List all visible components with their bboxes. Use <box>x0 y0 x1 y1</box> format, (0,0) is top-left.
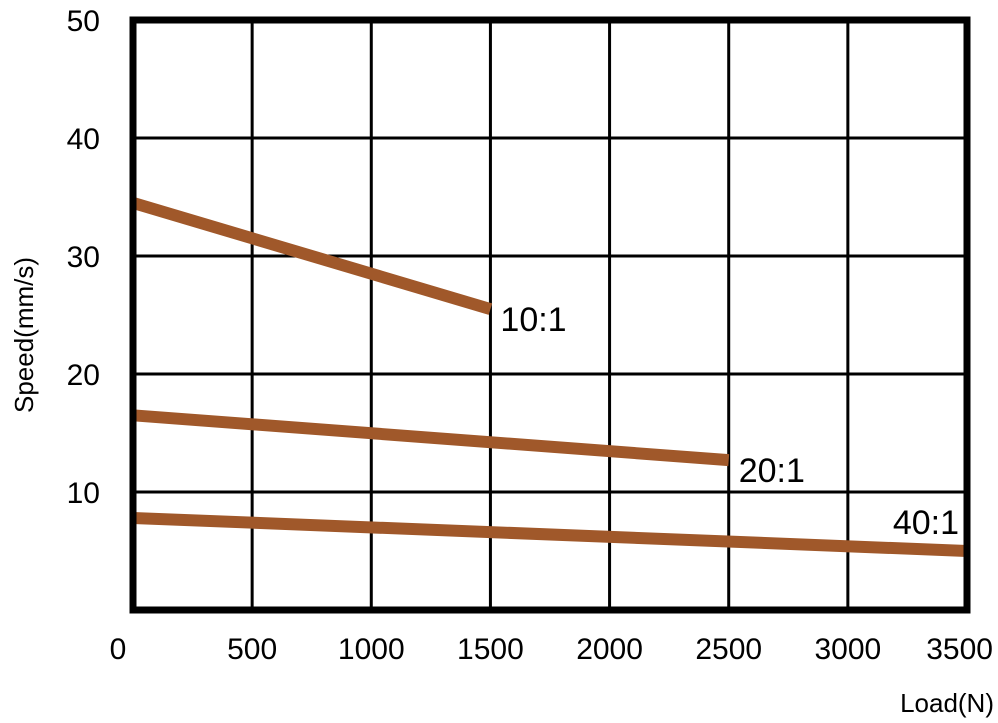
x-tick-labels: 0 500 1000 1500 2000 2500 3000 3500 <box>110 633 993 666</box>
x-tick-label: 1000 <box>338 633 405 666</box>
series-label: 40:1 <box>893 504 959 542</box>
series-label: 10:1 <box>500 301 566 339</box>
x-axis-title: Load(N) <box>900 688 994 718</box>
y-tick-label: 40 <box>67 123 100 156</box>
series-line <box>132 409 730 467</box>
series-line <box>131 197 493 315</box>
series-line <box>132 511 968 557</box>
x-tick-label: 500 <box>227 633 277 666</box>
y-axis-title: Speed(mm/s) <box>9 257 39 413</box>
x-tick-label: 3000 <box>814 633 881 666</box>
y-tick-labels: 10 20 30 40 50 <box>67 5 100 510</box>
plot-frame <box>129 16 971 614</box>
x-tick-label: 2000 <box>576 633 643 666</box>
x-tick-label: 3500 <box>926 633 993 666</box>
y-tick-label: 10 <box>67 477 100 510</box>
grid <box>133 20 967 610</box>
y-tick-label: 20 <box>67 359 100 392</box>
series-lines <box>131 197 968 557</box>
x-tick-label: 2500 <box>695 633 762 666</box>
series-labels: 10:1 20:1 40:1 <box>500 301 959 542</box>
series-label: 20:1 <box>739 452 805 490</box>
y-tick-label: 50 <box>67 5 100 38</box>
x-tick-label: 1500 <box>457 633 524 666</box>
y-tick-label: 30 <box>67 241 100 274</box>
x-tick-label: 0 <box>110 633 127 666</box>
